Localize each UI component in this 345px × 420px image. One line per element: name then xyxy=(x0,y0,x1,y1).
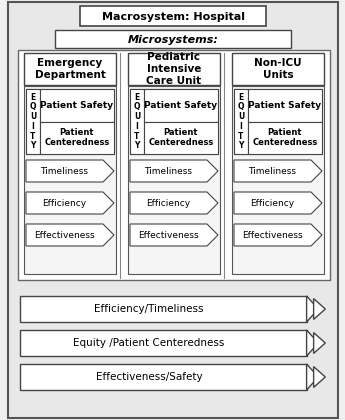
Text: Timeliness: Timeliness xyxy=(40,166,89,176)
FancyBboxPatch shape xyxy=(24,86,116,274)
Text: Efficiency/Timeliness: Efficiency/Timeliness xyxy=(94,304,204,314)
Text: Non-ICU
Units: Non-ICU Units xyxy=(254,58,302,80)
Text: Effectiveness: Effectiveness xyxy=(34,231,95,239)
FancyBboxPatch shape xyxy=(26,89,40,154)
Text: Patient
Centeredness: Patient Centeredness xyxy=(45,129,110,147)
Text: Effectiveness/Safety: Effectiveness/Safety xyxy=(96,372,202,382)
Text: Patient
Centeredness: Patient Centeredness xyxy=(148,129,214,147)
Polygon shape xyxy=(20,364,307,390)
Polygon shape xyxy=(20,330,307,356)
Text: Emergency
Department: Emergency Department xyxy=(34,58,106,80)
Polygon shape xyxy=(234,192,322,214)
Polygon shape xyxy=(307,330,318,356)
Polygon shape xyxy=(314,299,325,319)
Text: Timeliness: Timeliness xyxy=(145,166,193,176)
Text: Timeliness: Timeliness xyxy=(248,166,296,176)
Text: Efficiency: Efficiency xyxy=(250,199,295,207)
FancyBboxPatch shape xyxy=(248,89,322,121)
FancyBboxPatch shape xyxy=(130,89,144,154)
FancyBboxPatch shape xyxy=(80,6,266,26)
Text: Patient Safety: Patient Safety xyxy=(40,101,114,110)
FancyBboxPatch shape xyxy=(26,89,114,154)
Polygon shape xyxy=(26,192,114,214)
Polygon shape xyxy=(307,296,318,322)
Polygon shape xyxy=(130,224,218,246)
Polygon shape xyxy=(234,224,322,246)
Text: Effectiveness: Effectiveness xyxy=(138,231,199,239)
FancyBboxPatch shape xyxy=(232,53,324,85)
Text: Patient
Centeredness: Patient Centeredness xyxy=(253,129,318,147)
Polygon shape xyxy=(234,160,322,182)
FancyBboxPatch shape xyxy=(18,50,330,280)
Text: Effectiveness: Effectiveness xyxy=(242,231,303,239)
FancyBboxPatch shape xyxy=(128,86,220,274)
FancyBboxPatch shape xyxy=(234,89,322,154)
Text: Patient Safety: Patient Safety xyxy=(145,101,218,110)
Text: Equity /Patient Centeredness: Equity /Patient Centeredness xyxy=(73,338,225,348)
FancyBboxPatch shape xyxy=(40,89,114,121)
Polygon shape xyxy=(314,367,325,387)
Text: E
Q
U
I
T
Y: E Q U I T Y xyxy=(30,93,36,150)
FancyBboxPatch shape xyxy=(248,121,322,154)
FancyBboxPatch shape xyxy=(144,121,218,154)
Polygon shape xyxy=(314,333,325,353)
Text: E
Q
U
I
T
Y: E Q U I T Y xyxy=(134,93,140,150)
FancyBboxPatch shape xyxy=(144,89,218,121)
Text: Efficiency: Efficiency xyxy=(146,199,190,207)
Text: Patient Safety: Patient Safety xyxy=(248,101,322,110)
FancyBboxPatch shape xyxy=(40,121,114,154)
Text: Efficiency: Efficiency xyxy=(42,199,87,207)
FancyBboxPatch shape xyxy=(8,2,338,418)
FancyBboxPatch shape xyxy=(55,30,291,48)
FancyBboxPatch shape xyxy=(130,89,218,154)
FancyBboxPatch shape xyxy=(232,86,324,274)
Polygon shape xyxy=(26,224,114,246)
Text: E
Q
U
I
T
Y: E Q U I T Y xyxy=(238,93,244,150)
Text: Pediatric
Intensive
Care Unit: Pediatric Intensive Care Unit xyxy=(146,52,201,86)
FancyBboxPatch shape xyxy=(128,53,220,85)
Text: Macrosystem: Hospital: Macrosystem: Hospital xyxy=(101,12,245,22)
Polygon shape xyxy=(130,160,218,182)
Text: Microsystems:: Microsystems: xyxy=(128,34,218,45)
Polygon shape xyxy=(26,160,114,182)
Polygon shape xyxy=(20,296,307,322)
FancyBboxPatch shape xyxy=(234,89,248,154)
Polygon shape xyxy=(130,192,218,214)
Polygon shape xyxy=(307,364,318,390)
FancyBboxPatch shape xyxy=(24,53,116,85)
